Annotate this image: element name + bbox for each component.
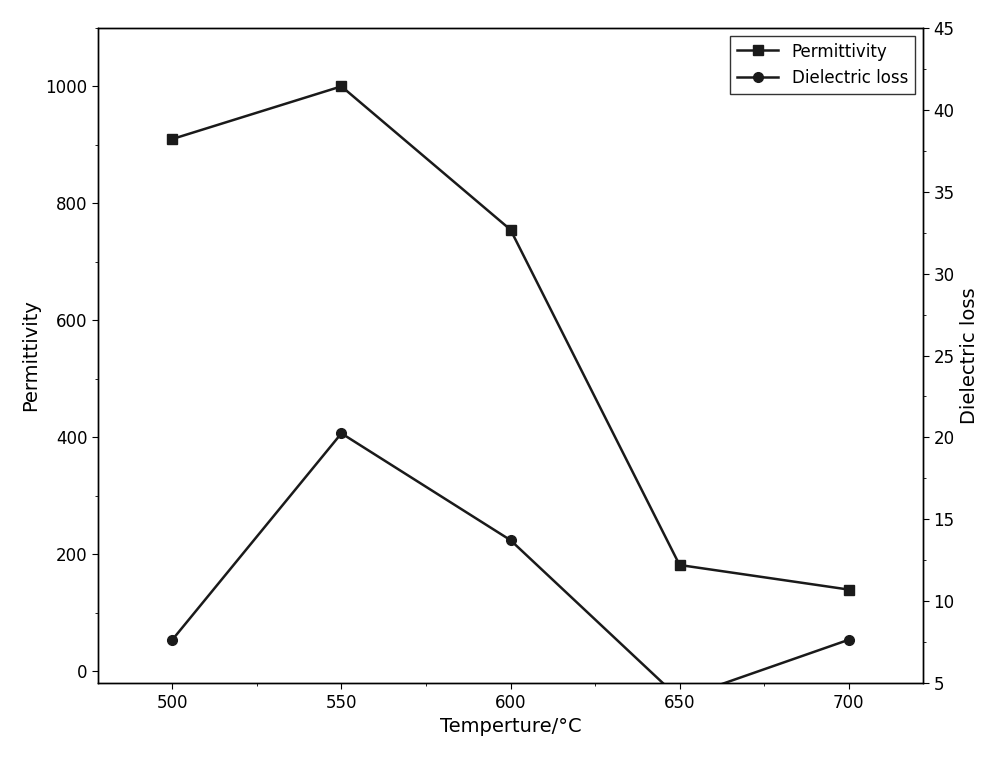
Y-axis label: Permittivity: Permittivity [21,300,40,412]
Dielectric loss [674,694,686,703]
Legend: Permittivity, Dielectric loss: Permittivity, Dielectric loss [730,36,915,94]
Dielectric loss [505,536,517,545]
Dielectric loss [335,428,347,438]
Y-axis label: Dielectric loss: Dielectric loss [960,287,979,424]
Permittivity [505,225,517,234]
Line: Dielectric loss: Dielectric loss [167,428,854,703]
Permittivity [335,82,347,91]
Dielectric loss [166,635,178,644]
Permittivity [843,585,855,594]
Permittivity [166,135,178,144]
Permittivity [674,560,686,569]
Line: Permittivity: Permittivity [167,82,854,594]
Dielectric loss [843,635,855,644]
X-axis label: Temperture/°C: Temperture/°C [440,717,581,736]
